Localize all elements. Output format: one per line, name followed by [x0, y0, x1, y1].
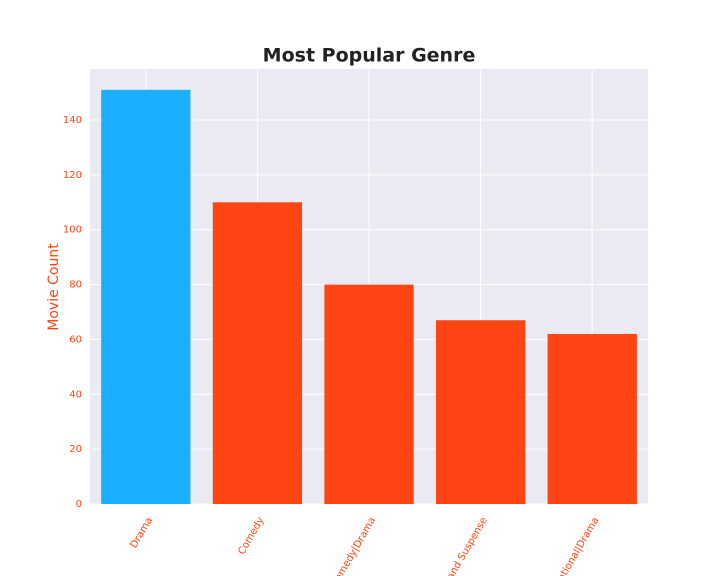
bar: [101, 89, 191, 504]
x-tick-label: Drama: [129, 516, 155, 551]
y-tick-label: 0: [76, 499, 82, 510]
bar: [212, 202, 303, 504]
chart-title: Most Popular Genre: [263, 45, 476, 67]
y-tick-label: 100: [63, 225, 82, 236]
y-tick-label: 20: [69, 444, 82, 455]
y-tick-label: 40: [69, 389, 82, 400]
y-tick-label: 120: [63, 170, 82, 181]
y-tick-label: 60: [69, 334, 82, 345]
x-tick-label: Comedy|Drama: [329, 516, 378, 576]
bar: [547, 333, 637, 504]
x-tick-label: Comedy: [236, 515, 266, 556]
bar: [324, 284, 414, 504]
y-tick-label: 80: [69, 280, 82, 291]
x-tick-label: Mystery and Suspense: [424, 516, 490, 576]
x-tick-label: Art House and International|Drama: [504, 516, 601, 576]
y-tick-label: 140: [63, 115, 82, 126]
bar: [435, 320, 526, 504]
y-axis-label: Movie Count: [46, 243, 62, 331]
